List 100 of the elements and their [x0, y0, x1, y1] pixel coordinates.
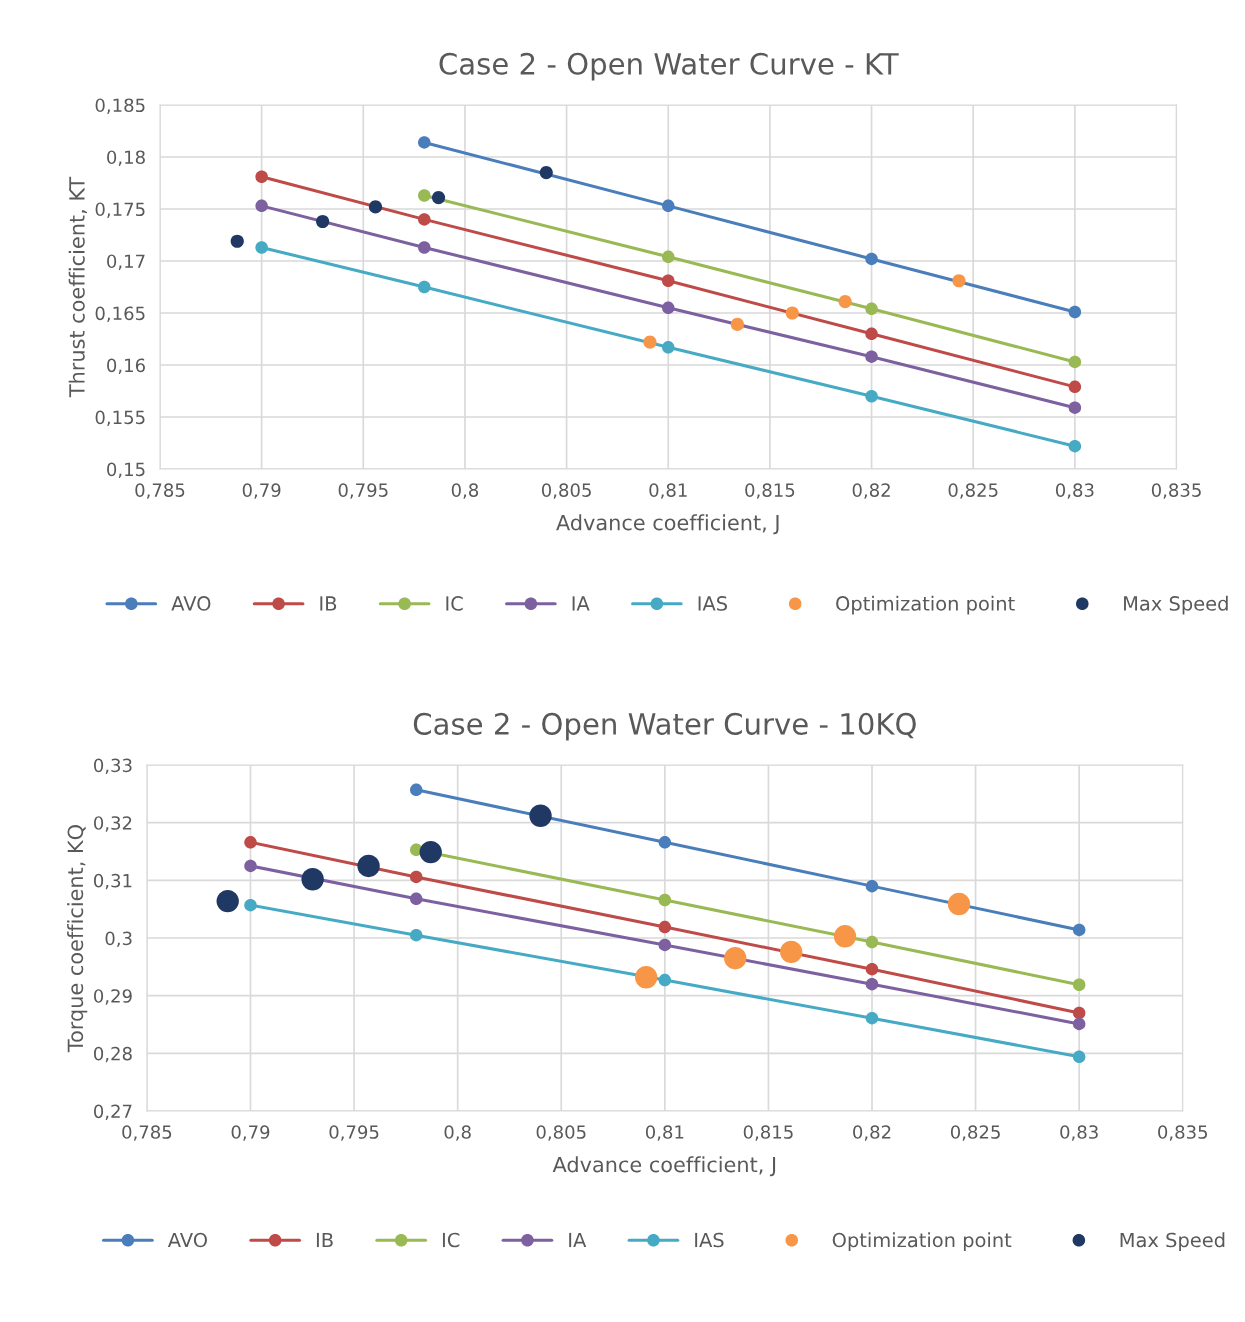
- y-tick-label: 0,18: [107, 150, 145, 166]
- x-tick-label: 0,835: [1158, 1125, 1208, 1141]
- point: [418, 241, 431, 254]
- point: [216, 889, 239, 913]
- point: [539, 165, 553, 180]
- point: [244, 898, 257, 912]
- x-tick-label: 0,785: [122, 1125, 172, 1141]
- point: [865, 350, 878, 363]
- x-tick-label: 0,82: [853, 1125, 891, 1141]
- point: [1068, 380, 1082, 394]
- point: [658, 938, 672, 952]
- x-tick-label: 0,795: [329, 1125, 379, 1141]
- y-tick-label: 0,3: [105, 931, 132, 947]
- point: [662, 199, 675, 213]
- point: [1072, 923, 1086, 937]
- x-tick-label: 0,805: [541, 483, 591, 499]
- point: [418, 280, 431, 294]
- legend-label: IA: [572, 596, 590, 611]
- point: [865, 879, 879, 893]
- point: [643, 335, 657, 349]
- chart-title: Case 2 - Open Water Curve - 10KQ: [413, 712, 916, 741]
- x-tick-label: 0,81: [645, 1125, 684, 1141]
- point: [865, 962, 879, 976]
- y-tick-label: 0,185: [95, 98, 145, 114]
- point: [662, 341, 675, 354]
- chart-title: Case 2 - Open Water Curve - KT: [439, 52, 899, 81]
- point: [865, 302, 878, 316]
- point: [419, 840, 442, 864]
- point: [409, 783, 423, 797]
- point: [316, 214, 330, 229]
- legend-label: IC: [442, 1232, 460, 1248]
- point: [838, 294, 852, 309]
- point: [865, 935, 879, 949]
- point: [409, 928, 423, 942]
- x-tick-label: 0,825: [948, 483, 998, 499]
- point: [1072, 1017, 1086, 1031]
- point: [658, 920, 672, 934]
- x-tick-label: 0,795: [338, 483, 388, 499]
- x-tick-label: 0,8: [444, 1125, 471, 1141]
- point: [418, 213, 431, 226]
- point: [662, 301, 675, 315]
- point: [1072, 1006, 1086, 1020]
- x-tick-label: 0,83: [1060, 1125, 1098, 1141]
- y-axis-title: Torque coefficient, KQ: [67, 825, 88, 1053]
- x-axis-title: Advance coefficient, J: [552, 1156, 776, 1177]
- y-tick-label: 0,31: [94, 873, 132, 890]
- x-tick-label: 0,825: [950, 1125, 1000, 1141]
- y-axis-title: Thrust coefficient, KT: [68, 176, 87, 398]
- point: [780, 940, 803, 964]
- point: [865, 977, 879, 991]
- x-tick-label: 0,815: [743, 1125, 793, 1141]
- legend-label: IAS: [698, 596, 728, 611]
- point: [865, 327, 878, 341]
- legend-label: IC: [446, 596, 463, 611]
- y-tick-label: 0,16: [107, 358, 145, 374]
- point: [409, 892, 423, 906]
- point: [1068, 355, 1082, 369]
- point: [785, 306, 799, 320]
- y-tick-label: 0,29: [94, 989, 132, 1005]
- point: [244, 859, 257, 873]
- point: [409, 870, 423, 884]
- point: [634, 966, 658, 989]
- point: [865, 1011, 879, 1025]
- point: [301, 868, 324, 891]
- x-tick-label: 0,83: [1055, 483, 1094, 499]
- point: [658, 893, 672, 907]
- x-axis-title: Advance coefficient, J: [556, 514, 779, 535]
- y-tick-label: 0,27: [94, 1104, 132, 1120]
- legend-label: AVO: [167, 1232, 207, 1248]
- point: [947, 892, 971, 916]
- point: [529, 804, 552, 827]
- y-tick-label: 0,32: [94, 816, 132, 832]
- point: [662, 250, 675, 264]
- point: [833, 925, 857, 948]
- point: [1072, 978, 1086, 991]
- x-tick-label: 0,8: [451, 483, 479, 499]
- x-tick-label: 0,805: [536, 1125, 586, 1141]
- y-tick-label: 0,28: [94, 1046, 132, 1063]
- x-tick-label: 0,815: [745, 483, 795, 499]
- point: [952, 274, 966, 288]
- legend-label: Max Speed: [1124, 595, 1228, 615]
- point: [255, 199, 268, 213]
- legend-label: Optimization point: [832, 1232, 1012, 1252]
- x-tick-label: 0,79: [231, 1125, 270, 1141]
- x-tick-label: 0,82: [852, 483, 890, 499]
- x-tick-label: 0,79: [242, 483, 281, 499]
- point: [230, 234, 244, 248]
- point: [244, 836, 257, 849]
- y-tick-label: 0,33: [94, 758, 132, 774]
- y-tick-label: 0,17: [107, 254, 145, 270]
- y-tick-label: 0,165: [95, 306, 145, 322]
- point: [1068, 439, 1082, 453]
- point: [1068, 305, 1082, 319]
- point: [357, 854, 380, 878]
- legend-label: Max Speed: [1120, 1232, 1225, 1252]
- point: [1068, 401, 1082, 414]
- point: [255, 170, 268, 183]
- point: [368, 200, 383, 214]
- legend-label: IAS: [695, 1232, 724, 1248]
- point: [724, 947, 747, 970]
